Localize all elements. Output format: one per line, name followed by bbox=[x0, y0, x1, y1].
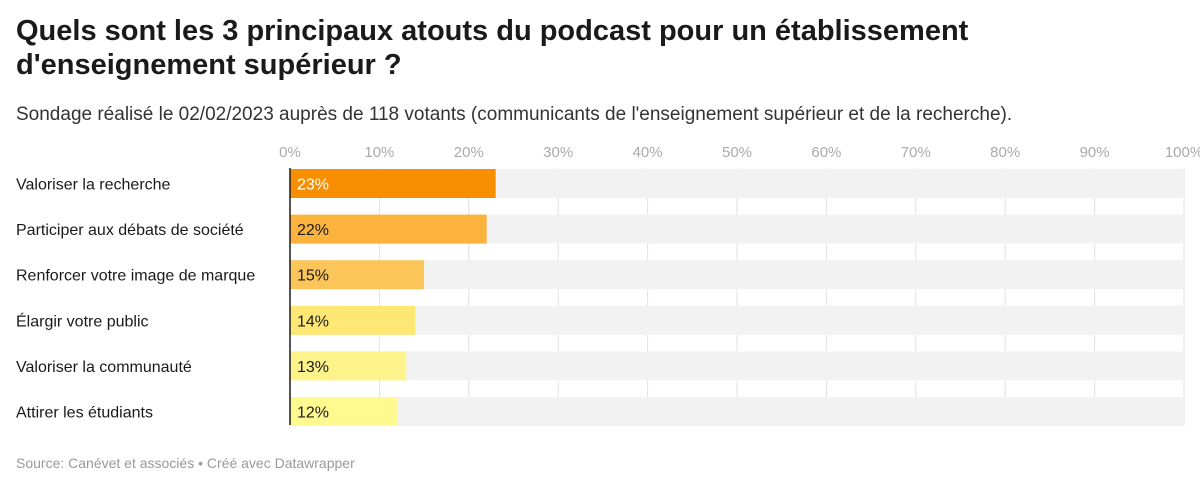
category-label: Attirer les étudiants bbox=[16, 405, 153, 422]
category-label: Participer aux débats de société bbox=[16, 222, 244, 239]
value-labels: 23% 22% 15% 14% 13% 12% bbox=[297, 177, 329, 422]
grid-lines bbox=[378, 168, 1185, 425]
category-label: Valoriser la recherche bbox=[16, 177, 171, 194]
x-tick-label: 80% bbox=[990, 144, 1020, 161]
x-tick-label: 100% bbox=[1165, 144, 1200, 161]
value-label: 14% bbox=[297, 313, 329, 330]
background-bar bbox=[290, 305, 1184, 335]
value-label: 13% bbox=[297, 359, 329, 376]
value-label: 22% bbox=[297, 222, 329, 239]
background-bar bbox=[290, 260, 1184, 290]
x-tick-label: 40% bbox=[633, 144, 663, 161]
bar bbox=[290, 351, 407, 381]
category-labels: Valoriser la recherche Participer aux déb… bbox=[16, 177, 255, 422]
bar bbox=[290, 397, 398, 426]
bar bbox=[290, 214, 487, 244]
x-tick-label: 30% bbox=[543, 144, 573, 161]
chart-footer: Source: Canévet et associés • Créé avec … bbox=[16, 455, 355, 471]
chart-subtitle: Sondage réalisé le 02/02/2023 auprès de … bbox=[16, 104, 1013, 125]
background-bar bbox=[290, 351, 1184, 381]
category-label: Renforcer votre image de marque bbox=[16, 268, 255, 285]
chart-title: Quels sont les 3 principaux atouts du po… bbox=[16, 15, 969, 81]
category-label: Élargir votre public bbox=[16, 311, 149, 330]
value-label: 23% bbox=[297, 177, 329, 194]
x-axis-ticks: 0% 10% 20% 30% 40% 50% 60% 70% 80% 90% 100% bbox=[279, 144, 1200, 161]
x-tick-label: 70% bbox=[901, 144, 931, 161]
bars bbox=[290, 169, 496, 426]
background-bar bbox=[290, 397, 1184, 426]
x-tick-label: 90% bbox=[1080, 144, 1110, 161]
x-tick-label: 10% bbox=[364, 144, 394, 161]
bar bbox=[290, 260, 425, 290]
value-label: 15% bbox=[297, 268, 329, 285]
x-tick-label: 60% bbox=[811, 144, 841, 161]
bar bbox=[290, 305, 416, 335]
value-label: 12% bbox=[297, 405, 329, 422]
x-tick-label: 0% bbox=[279, 144, 301, 161]
bar bbox=[290, 169, 496, 198]
category-label: Valoriser la communauté bbox=[16, 359, 192, 376]
x-tick-label: 20% bbox=[454, 144, 484, 161]
x-tick-label: 50% bbox=[722, 144, 752, 161]
